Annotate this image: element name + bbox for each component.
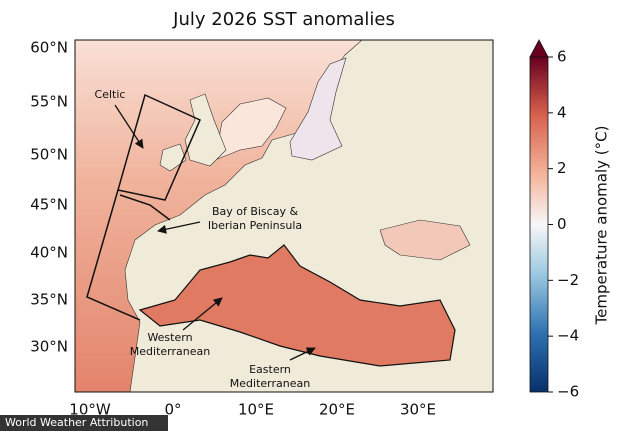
colorbar: [529, 56, 549, 393]
region-label: Eastern: [249, 363, 291, 376]
region-label: Celtic: [95, 88, 126, 101]
region-label: Iberian Peninsula: [208, 219, 302, 232]
arrow: [289, 347, 316, 361]
title: July 2026 SST anomalies: [172, 9, 395, 30]
celtic-box: [117, 93, 201, 201]
lat-label: 45°N: [30, 196, 68, 214]
lon-label: 20°E: [319, 401, 355, 419]
lon-label: 30°E: [400, 401, 436, 419]
lat-label: 60°N: [30, 39, 68, 57]
arrow: [182, 297, 223, 331]
colorbar-tick-label: 6: [557, 48, 567, 66]
black-sea: [379, 219, 471, 261]
lon-label: 0°: [164, 401, 181, 419]
lat-label: 55°N: [30, 93, 68, 111]
region-label: Bay of Biscay &: [212, 205, 299, 218]
iberia-box: [119, 194, 171, 221]
colorbar-tick-label: −2: [557, 271, 579, 289]
britain: [184, 93, 227, 167]
mediterranean: [138, 244, 456, 367]
colorbar-tick-label: 0: [557, 215, 567, 233]
arrow: [114, 104, 144, 149]
lon-label: 10°W: [69, 401, 111, 419]
lon-label: 10°E: [238, 401, 274, 419]
credit-bg: [0, 415, 168, 431]
colorbar-tick-label: −6: [557, 383, 579, 401]
region-label: Mediterranean: [230, 377, 310, 390]
lat-label: 35°N: [30, 291, 68, 309]
lat-label: 40°N: [30, 244, 68, 262]
ireland: [159, 143, 187, 172]
region-label: Mediterranean: [130, 345, 210, 358]
lat-label: 30°N: [30, 338, 68, 356]
map: [75, 40, 493, 392]
credit: World Weather Attribution: [5, 416, 148, 429]
colorbar-extend: [529, 39, 549, 58]
baltic-sea: [289, 57, 347, 161]
colorbar-tick-label: −4: [557, 327, 579, 345]
iberia-box: [86, 189, 141, 321]
arrow: [157, 221, 201, 234]
region-label: Western: [147, 331, 192, 344]
colorbar-label: Temperature anomaly (°C): [593, 126, 611, 326]
colorbar-tick-label: 2: [557, 159, 567, 177]
lat-label: 50°N: [30, 146, 68, 164]
north-sea: [214, 97, 287, 161]
colorbar-tick-label: 4: [557, 103, 567, 121]
map-frame: [74, 39, 494, 393]
